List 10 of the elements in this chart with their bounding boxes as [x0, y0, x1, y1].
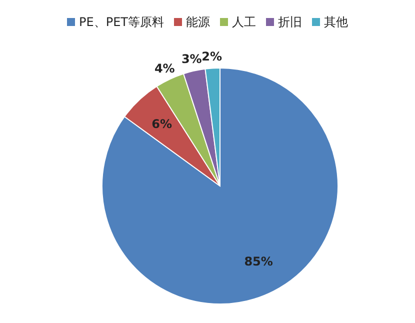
data-label: 3%: [181, 52, 202, 66]
legend-label: 人工: [232, 14, 256, 30]
data-label: 2%: [202, 49, 222, 64]
legend-label: PE、PET等原料: [79, 14, 164, 30]
legend-label: 其他: [324, 14, 348, 30]
data-label: 4%: [154, 61, 175, 76]
data-label: 85%: [244, 254, 273, 269]
legend-label: 能源: [186, 14, 210, 30]
data-label: 6%: [152, 117, 172, 132]
legend-label: 折旧: [278, 14, 302, 30]
